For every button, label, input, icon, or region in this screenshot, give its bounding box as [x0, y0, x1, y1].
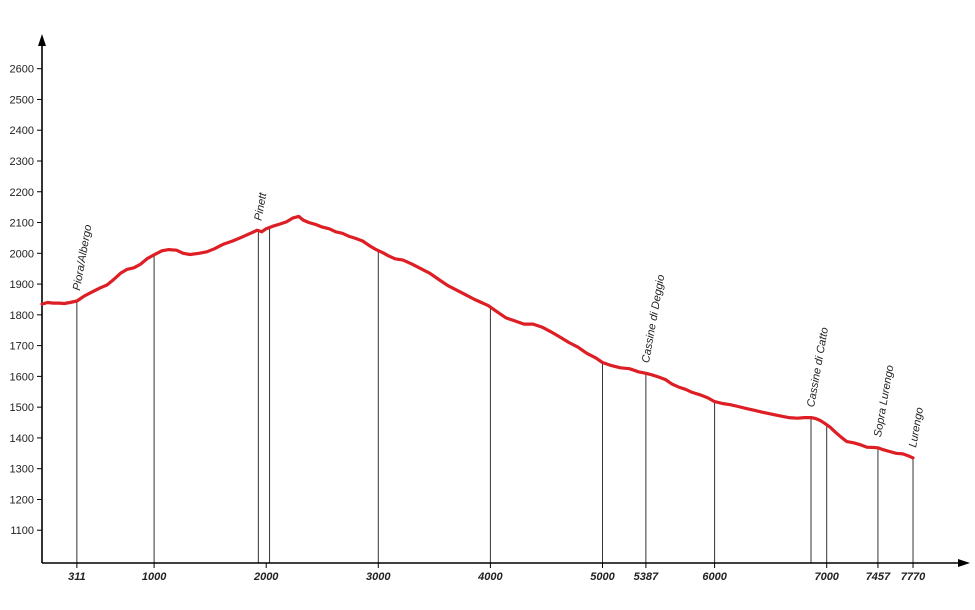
- x-tick-label: 5387: [634, 571, 659, 583]
- waypoint-label-layer: Piora/Albergo Pinett Cassine di Deggio Cass…: [71, 191, 926, 448]
- y-tick-label: 1400: [10, 433, 34, 445]
- elevation-profile-line: [40, 214, 915, 460]
- x-tick-label: 7000: [814, 571, 839, 583]
- x-tick-layer: 311 1000 2000 3000 4000 5000 5387 6000 7000 7457 7…: [68, 563, 926, 583]
- x-tick-label: 6000: [702, 571, 727, 583]
- y-tick-label: 2000: [10, 248, 34, 260]
- x-tick-label: 3000: [366, 571, 391, 583]
- waypoint-label: Piora/Albergo: [71, 224, 94, 292]
- y-tick-label: 2600: [10, 64, 34, 76]
- x-tick-label: 4000: [477, 571, 503, 583]
- x-tick-label: 7770: [901, 571, 926, 583]
- y-tick-label: 1100: [10, 525, 34, 537]
- waypoint-label: Sopra Lurengo: [872, 364, 896, 438]
- y-tick-label: 2500: [10, 94, 34, 106]
- y-tick-label: 1500: [10, 402, 34, 414]
- y-tick-label: 2200: [10, 187, 34, 199]
- y-tick-label: 1900: [10, 279, 34, 291]
- x-tick-label: 5000: [590, 571, 615, 583]
- y-tick-label: 1200: [10, 494, 34, 506]
- waypoint-label: Cassine di Deggio: [640, 274, 667, 364]
- waypoint-label: Lurengo: [907, 407, 926, 449]
- x-tick-label: 311: [68, 571, 86, 583]
- x-tick-label: 2000: [253, 571, 279, 583]
- dropline-layer: [76, 227, 914, 563]
- x-axis-arrow: [958, 559, 970, 567]
- axis-layer: [38, 34, 970, 567]
- y-tick-label: 1600: [10, 371, 34, 383]
- y-tick-layer: 1100 1200 1300 1400 1500 1600 1700 1800 1900 2000…: [10, 64, 42, 537]
- y-tick-label: 2300: [10, 156, 34, 168]
- y-tick-label: 1800: [10, 310, 34, 322]
- x-tick-label: 7457: [866, 571, 891, 583]
- y-tick-label: 1300: [10, 464, 34, 476]
- y-tick-label: 1700: [10, 341, 34, 353]
- y-axis-arrow: [38, 34, 46, 46]
- waypoint-label: Cassine di Catto: [805, 327, 831, 409]
- y-tick-label: 2100: [10, 218, 34, 230]
- y-tick-label: 2400: [10, 125, 34, 137]
- waypoint-label: Pinett: [253, 191, 270, 222]
- x-tick-label: 1000: [142, 571, 167, 583]
